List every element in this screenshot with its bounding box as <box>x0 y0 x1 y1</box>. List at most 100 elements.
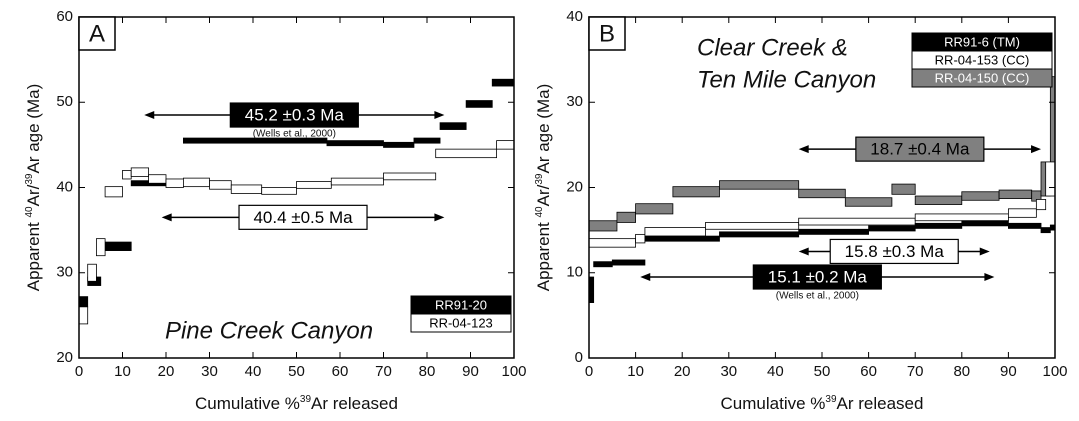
x-tick-label: 0 <box>585 363 593 380</box>
x-label-sup: 39 <box>300 394 312 405</box>
panel-letter: B <box>599 20 615 47</box>
y-label-text: Ar/ <box>24 184 43 206</box>
y-tick-label: 30 <box>566 93 583 110</box>
step-box <box>96 238 106 257</box>
legend-swatch <box>911 68 1053 88</box>
step-box <box>383 141 415 148</box>
step-box <box>296 181 332 189</box>
arrow-head <box>434 111 445 120</box>
arrow-head <box>161 213 172 222</box>
x-tick-label: 60 <box>860 363 877 380</box>
plateau-label: 18.7 ±0.4 Ma <box>870 140 970 159</box>
x-tick-label: 50 <box>814 363 831 380</box>
step-box <box>78 306 89 325</box>
y-label-sup: 40 <box>24 206 35 218</box>
step-box <box>122 170 132 180</box>
step-box <box>1008 222 1042 229</box>
arrow-head <box>640 273 651 282</box>
y-tick-label: 20 <box>56 349 73 366</box>
step-box <box>182 177 210 188</box>
x-tick-label: 0 <box>75 363 83 380</box>
plateau-label-box <box>855 136 985 162</box>
step-box <box>78 296 89 308</box>
plateau-label-box <box>238 204 368 230</box>
step-box <box>705 222 800 230</box>
legend-label: RR91-20 <box>435 297 487 312</box>
plateau-label: 40.4 ±0.5 Ma <box>253 208 353 227</box>
step-box <box>644 235 720 242</box>
step-box <box>326 140 384 147</box>
step-box <box>165 178 184 188</box>
step-box <box>230 184 263 194</box>
step-box <box>635 233 646 244</box>
plateau-label-box <box>752 264 882 290</box>
x-tick-label: 100 <box>501 363 526 380</box>
x-tick-label: 60 <box>332 363 349 380</box>
y-label-sup: 40 <box>534 206 545 218</box>
arrow-head <box>979 247 990 256</box>
step-box <box>914 195 963 205</box>
panel: 0 10 20 30 40 50 60 70 80 90 100 0 10 20 30 40 Cumulativ… <box>534 8 1068 414</box>
plateau-label-box <box>829 238 959 265</box>
panel-title: Pine Creek Canyon <box>165 317 373 344</box>
x-tick-label: 70 <box>375 363 392 380</box>
x-tick-label: 10 <box>627 363 644 380</box>
y-tick-label: 30 <box>56 264 73 281</box>
step-box <box>672 186 720 198</box>
step-box <box>914 213 1009 222</box>
step-box <box>1035 199 1047 211</box>
y-label-text: Apparent <box>24 218 43 292</box>
step-box <box>798 188 846 199</box>
y-label-sup: 39 <box>534 173 545 185</box>
x-tick-label: 80 <box>953 363 970 380</box>
y-label-sup: 39 <box>24 173 35 185</box>
step-box <box>961 220 1009 227</box>
y-tick-label: 10 <box>566 264 583 281</box>
x-tick-label: 70 <box>907 363 924 380</box>
y-tick-label: 0 <box>575 349 583 366</box>
x-label-text: Cumulative % <box>195 394 300 413</box>
step-box <box>868 225 916 232</box>
step-box <box>439 122 467 130</box>
step-box <box>891 183 916 195</box>
step-box <box>261 187 297 195</box>
legend-label: RR91-6 (TM) <box>944 34 1020 49</box>
y-tick-label: 20 <box>566 178 583 195</box>
step-box <box>593 261 613 268</box>
x-axis-label: Cumulative %39Ar released <box>721 394 924 414</box>
x-tick-label: 20 <box>158 363 175 380</box>
y-tick-label: 50 <box>56 93 73 110</box>
step-box <box>844 197 893 207</box>
x-label-sup: 39 <box>825 394 837 405</box>
step-box <box>798 228 870 235</box>
panel-letter-box <box>588 16 626 51</box>
x-label-text: Ar released <box>837 394 924 413</box>
arrow-head <box>434 213 445 222</box>
panel-title: Ten Mile Canyon <box>697 66 876 93</box>
step-box <box>1040 227 1051 234</box>
y-tick-label: 40 <box>566 8 583 25</box>
step-box <box>798 217 916 226</box>
arrow-head <box>798 145 809 154</box>
x-tick-label: 40 <box>245 363 262 380</box>
panel-letter: A <box>89 20 105 47</box>
step-box <box>383 172 437 181</box>
step-box <box>1008 208 1037 218</box>
x-tick-label: 20 <box>674 363 691 380</box>
y-tick-label: 60 <box>56 8 73 25</box>
arrow-head <box>984 273 995 282</box>
y-label-text: Ar/ <box>534 184 553 206</box>
plateau-label-box <box>229 102 359 128</box>
y-axis-label: Apparent 40Ar/39Ar age (Ma) <box>534 84 554 291</box>
y-axis-label: Apparent 40Ar/39Ar age (Ma) <box>24 84 44 291</box>
step-box <box>1045 161 1056 197</box>
step-box <box>496 140 515 150</box>
step-box <box>588 220 618 232</box>
step-box <box>961 191 1000 201</box>
legend-swatch <box>410 313 512 333</box>
step-box <box>209 180 232 190</box>
plateau-label: 15.1 ±0.2 Ma <box>768 267 868 286</box>
y-label-text: Ar age (Ma) <box>24 84 43 174</box>
panel-title: Clear Creek & <box>697 34 848 61</box>
